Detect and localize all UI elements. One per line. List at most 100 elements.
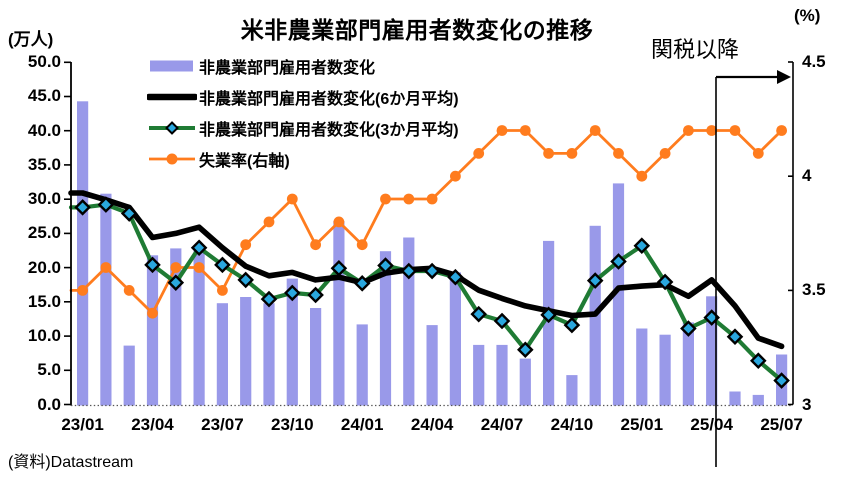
marker-3m-average — [540, 306, 557, 324]
tariff-annotation-label: 関税以降 — [651, 37, 740, 62]
marker-unemployment — [613, 148, 624, 159]
marker-unemployment — [380, 193, 391, 205]
marker-3m-average — [447, 268, 464, 286]
marker-unemployment — [659, 148, 671, 159]
marker-3m-average — [144, 256, 161, 274]
left-axis-unit-label: (万人) — [8, 30, 54, 49]
legend-item-payrolls: 非農業部門雇用者数変化 — [147, 55, 375, 77]
x-axis-tick-label: 23/01 — [61, 415, 104, 434]
bar — [449, 272, 461, 406]
marker-unemployment — [193, 262, 205, 273]
bar — [706, 296, 718, 406]
marker-3m-average — [773, 372, 790, 389]
marker-3m-average — [517, 341, 534, 359]
bar — [170, 248, 182, 406]
marker-unemployment — [683, 125, 694, 136]
marker-3m-average — [97, 196, 115, 213]
marker-3m-average — [656, 273, 674, 291]
marker-unemployment — [752, 148, 764, 159]
left-axis-tick-label: 35.0 — [27, 154, 61, 174]
marker-3m-average — [400, 262, 418, 280]
bar — [263, 303, 275, 406]
legend-item-unemployment: 失業率(右軸) — [147, 148, 290, 170]
marker-3m-average — [120, 205, 138, 222]
marker-unemployment — [589, 125, 601, 136]
bar — [216, 303, 228, 406]
marker-unemployment — [123, 285, 135, 296]
left-axis-tick-label: 50.0 — [27, 52, 61, 72]
marker-3m-average — [563, 316, 581, 334]
marker-unemployment — [473, 148, 485, 159]
left-axis-tick-label: 40.0 — [27, 120, 61, 140]
marker-unemployment — [636, 170, 648, 182]
x-axis-tick-label: 25/01 — [620, 415, 664, 434]
bar — [146, 255, 159, 406]
marker-unemployment — [217, 285, 228, 296]
x-axis-tick-label: 25/07 — [760, 415, 803, 434]
marker-unemployment — [776, 125, 787, 136]
x-axis-tick-label: 25/04 — [690, 415, 733, 434]
legend-label: 失業率(右軸) — [199, 153, 290, 170]
marker-unemployment — [100, 262, 112, 273]
marker-unemployment — [333, 216, 345, 228]
right-axis-tick-label: 3.5 — [802, 280, 826, 300]
source-note: (資料)Datastream — [8, 454, 134, 471]
marker-unemployment — [543, 148, 554, 159]
left-axis-tick-label: 10.0 — [27, 326, 61, 346]
legend-item-6m-average: 非農業部門雇用者数変化(6か月平均) — [147, 86, 459, 108]
marker-unemployment — [263, 216, 275, 228]
left-axis-tick-label: 45.0 — [27, 86, 61, 106]
bar — [379, 251, 392, 406]
tariff-arrow-head-icon — [777, 70, 791, 84]
x-axis-tick-label: 24/07 — [480, 415, 524, 434]
bar — [286, 278, 298, 406]
marker-3m-average — [610, 253, 627, 270]
marker-unemployment — [356, 239, 368, 251]
x-axis-tick-label: 23/07 — [201, 415, 244, 434]
right-axis-unit-label: (%) — [794, 6, 821, 25]
marker-unemployment — [426, 193, 438, 205]
bar — [659, 334, 671, 406]
marker-3m-average — [307, 286, 324, 304]
marker-unemployment — [706, 125, 718, 136]
marker-3m-average — [423, 262, 441, 280]
bar — [473, 344, 485, 406]
marker-unemployment — [147, 307, 158, 319]
left-axis-tick-label: 5.0 — [37, 360, 61, 380]
marker-unemployment — [496, 125, 508, 136]
marker-3m-average — [237, 271, 254, 289]
bar — [426, 325, 438, 406]
marker-3m-average — [284, 284, 301, 302]
legend-item-3m-average: 非農業部門雇用者数変化(3か月平均) — [147, 117, 459, 139]
right-axis-tick-label: 3 — [802, 394, 812, 414]
marker-3m-average — [214, 256, 231, 274]
marker-unemployment — [77, 285, 88, 296]
bar — [612, 183, 625, 406]
bar — [193, 250, 205, 406]
marker-3m-average — [167, 274, 185, 291]
bar — [496, 344, 508, 406]
bar — [636, 328, 648, 406]
marker-unemployment — [286, 193, 298, 205]
right-axis-tick-label: 4 — [802, 166, 812, 186]
bar — [752, 394, 764, 406]
bar — [403, 237, 415, 406]
legend-label: 非農業部門雇用者数変化 — [199, 60, 376, 77]
marker-3m-average — [586, 272, 604, 289]
right-axis-tick-label: 4.5 — [802, 52, 826, 72]
bar — [333, 221, 345, 406]
bar — [77, 101, 89, 406]
marker-unemployment — [729, 125, 741, 136]
bar — [310, 308, 322, 406]
left-axis-tick-label: 20.0 — [27, 257, 61, 277]
marker-3m-average — [74, 199, 91, 216]
marker-unemployment — [566, 148, 578, 159]
legend-label: 非農業部門雇用者数変化(6か月平均) — [199, 91, 459, 108]
left-axis-tick-label: 15.0 — [27, 291, 61, 311]
left-axis-tick-label: 25.0 — [27, 223, 61, 243]
marker-unemployment — [519, 125, 531, 136]
x-axis-tick-label: 24/10 — [550, 415, 594, 434]
bar — [543, 240, 555, 406]
bar — [356, 324, 368, 406]
